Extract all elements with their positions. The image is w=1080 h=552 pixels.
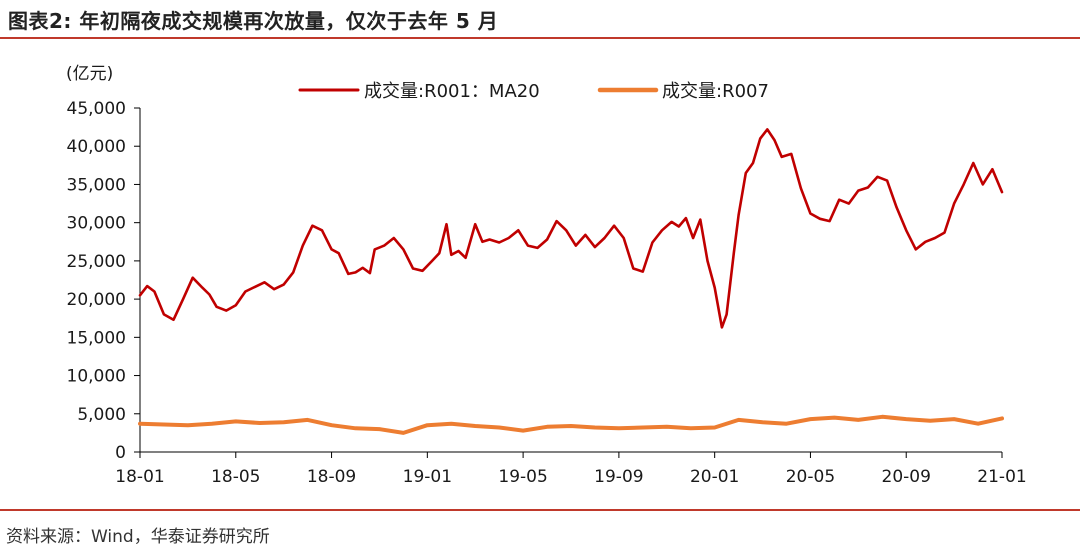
y-tick-label: 45,000 bbox=[67, 99, 126, 119]
series-layer bbox=[138, 128, 1004, 435]
chart-title: 图表2: 年初隔夜成交规模再次放量，仅次于去年 5 月 bbox=[8, 9, 499, 33]
y-tick-label: 5,000 bbox=[77, 405, 126, 425]
source-note: 资料来源：Wind，华泰证券研究所 bbox=[6, 527, 270, 547]
y-tick-label: 25,000 bbox=[67, 252, 126, 272]
legend: 成交量:R001：MA20 成交量:R007 bbox=[298, 81, 769, 102]
y-tick-label: 0 bbox=[115, 443, 126, 463]
x-tick-label: 18-05 bbox=[211, 467, 260, 487]
y-tick-label: 30,000 bbox=[67, 214, 126, 234]
legend-label: 成交量:R007 bbox=[662, 81, 769, 102]
x-tick-label: 20-05 bbox=[786, 467, 835, 487]
top-divider bbox=[0, 37, 1080, 39]
x-tick-label: 21-01 bbox=[977, 467, 1026, 487]
x-tick-label: 19-09 bbox=[594, 467, 643, 487]
x-tick-label: 20-09 bbox=[882, 467, 931, 487]
legend-label: 成交量:R001：MA20 bbox=[364, 81, 540, 102]
y-axis-unit-label: (亿元) bbox=[66, 64, 113, 84]
y-axis: 0 5,000 10,000 15,000 20,000 25,000 30,000 35,0… bbox=[67, 99, 141, 463]
series-line-r001-ma20 bbox=[138, 128, 1004, 329]
y-tick-label: 40,000 bbox=[67, 137, 126, 157]
bottom-divider bbox=[0, 509, 1080, 511]
y-tick-label: 15,000 bbox=[67, 328, 126, 348]
legend-item-r001-ma20: 成交量:R001：MA20 bbox=[298, 81, 540, 102]
y-tick-label: 35,000 bbox=[67, 175, 126, 195]
y-tick-label: 20,000 bbox=[67, 290, 126, 310]
x-tick-label: 18-09 bbox=[307, 467, 356, 487]
series-line-r007 bbox=[138, 414, 1004, 435]
x-axis: 18-01 18-05 18-09 19-01 19-05 19-09 20-01 20-05… bbox=[115, 451, 1027, 487]
y-tick-label: 10,000 bbox=[67, 367, 126, 387]
x-tick-label: 20-01 bbox=[690, 467, 739, 487]
x-tick-label: 19-05 bbox=[498, 467, 547, 487]
x-tick-label: 18-01 bbox=[115, 467, 164, 487]
legend-item-r007: 成交量:R007 bbox=[597, 81, 769, 102]
x-tick-label: 19-01 bbox=[403, 467, 452, 487]
